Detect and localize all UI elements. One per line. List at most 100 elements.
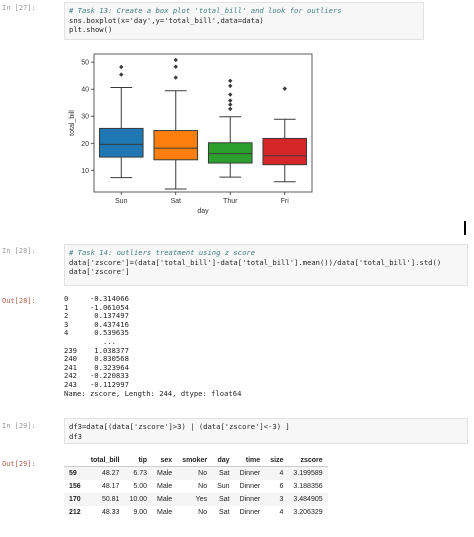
outlier-point (228, 78, 233, 83)
y-tick-label: 40 (81, 87, 89, 94)
outlier-point (173, 75, 178, 80)
table-header-row: total_bill tip sex smoker day time size zscore (64, 455, 328, 467)
table-row: 59 48.27 6.73 Male No Sat Dinner 4 3.199589 (64, 466, 328, 480)
x-tick-label: Sat (170, 198, 181, 205)
box-sun (98, 127, 144, 158)
output-line: 240 0.830568 (64, 354, 129, 364)
cell-28-out-prompt: Out[28]: (2, 297, 36, 305)
table-cell: 9.00 (133, 509, 147, 516)
table-cell: Sat (212, 493, 235, 506)
table-cell: No (198, 483, 208, 490)
cell-27-code-line: plt.show() (69, 25, 113, 34)
y-tick-label: 50 (81, 60, 89, 67)
outlier-point (228, 83, 233, 89)
output-line: 0 -0.314066 (64, 294, 129, 303)
table-cell: 48.27 (85, 466, 125, 480)
outlier-point (228, 98, 233, 103)
column-header: smoker (177, 455, 213, 467)
cell-29-code-line: df3=data[(data['zscore']>3) | (data['zsc… (69, 422, 290, 431)
output-line: 3 0.437416 (64, 319, 129, 329)
table-cell: No (177, 466, 213, 480)
table-cell: Dinner (234, 466, 266, 480)
cell-29-code-line: df3 (69, 431, 82, 441)
table-cell: Male (157, 509, 173, 516)
x-tick-label: Fri (281, 198, 290, 205)
output-line: ... (64, 336, 116, 346)
table-row: 156 48.17 5.00 Male No Sun Dinner 6 3.188356 (64, 480, 328, 493)
cell-29-out-prompt: Out[29]: (2, 460, 36, 468)
cell-28-output: 0 -0.314066 1 -1.061054 2 0.137497 3 0.4374… (64, 294, 242, 398)
table-cell: 3.188356 (293, 483, 323, 490)
output-line: 242 -0.220833 (64, 371, 129, 381)
table-row: 170 50.81 10.00 Male Yes Sat Dinner 3 3.484905 (64, 493, 328, 506)
output-line: Name: zscore, Length: 244, dtype: float6… (64, 388, 242, 398)
y-tick-label: 10 (81, 168, 89, 175)
boxplot-chart: 10 20 30 40 50 total_bill Sun Sat Thur Fri day (64, 50, 320, 220)
output-line: 2 0.137497 (64, 311, 129, 321)
table-cell: Dinner (239, 483, 261, 490)
table-cell: 4 (279, 509, 284, 516)
table-row: 212 48.33 9.00 Male No Sat Dinner 4 3.206329 (64, 506, 328, 519)
table-cell: 6.73 (124, 466, 152, 480)
table-cell: 5.00 (133, 483, 147, 490)
text-cursor (464, 221, 466, 235)
outlier-point (228, 92, 233, 97)
boxplot-svg: 10 20 30 40 50 total_bill Sun Sat Thur Fri day (69, 53, 313, 215)
cell-28-comment: # Task 14: outliers treatment using z sc… (69, 248, 256, 257)
table-cell: Dinner (239, 509, 261, 516)
cell-28-prompt: In [28]: (2, 247, 36, 255)
box-thur (207, 142, 253, 164)
outlier-point (119, 64, 124, 70)
table-cell: Male (152, 493, 178, 506)
box-sat (153, 130, 199, 161)
output-line: 243 -0.112997 (64, 379, 129, 389)
outlier-point (173, 57, 178, 63)
table-cell: Dinner (234, 493, 266, 506)
table-cell: 48.33 (101, 509, 120, 516)
outlier-point (119, 72, 124, 77)
plot-frame (93, 53, 313, 193)
cell-27-code[interactable]: # Task 13: Create a box plot 'total_bill… (64, 2, 424, 40)
row-index: 212 (69, 509, 81, 516)
box-fri (262, 137, 308, 166)
x-axis-label: day (197, 208, 209, 215)
table-cell: 4 (265, 466, 289, 480)
cell-29-prompt: In [29]: (2, 422, 36, 430)
cell-27-code-line: sns.boxplot(x='day',y='total_bill',data=… (69, 15, 264, 25)
row-index: 156 (69, 483, 81, 490)
row-index: 59 (64, 466, 86, 480)
output-line: 1 -1.061054 (64, 302, 129, 312)
cell-27-prompt: In [27]: (2, 4, 36, 12)
column-header: size (265, 455, 289, 467)
y-tick-label: 30 (81, 114, 89, 121)
table-cell: 48.17 (101, 483, 120, 490)
cell-29-code[interactable]: df3=data[(data['zscore']>3) | (data['zsc… (64, 418, 468, 444)
column-header: zscore (288, 455, 328, 467)
output-line: 4 0.539635 (64, 328, 129, 338)
table-cell: Male (152, 466, 178, 480)
outlier-point (282, 86, 287, 91)
column-header (64, 455, 86, 467)
y-axis-label: total_bill (69, 110, 76, 136)
table-cell: 3.206329 (293, 509, 323, 516)
column-header: total_bill (85, 455, 125, 467)
x-tick-label: Thur (223, 198, 238, 205)
cell-28-code-line: data['zscore']=(data['total_bill']-data[… (69, 257, 442, 267)
cell-28-code-line: data['zscore'] (69, 267, 130, 276)
output-line: 241 0.323964 (64, 362, 129, 372)
row-index: 170 (64, 493, 86, 506)
y-tick-label: 20 (81, 141, 89, 148)
x-tick-label: Sun (115, 198, 128, 205)
table-cell: 6 (279, 483, 284, 490)
table-cell: Sat (212, 466, 235, 480)
table-cell: Sat (219, 509, 230, 516)
column-header: day (212, 455, 235, 467)
cell-28-code[interactable]: # Task 14: outliers treatment using z sc… (64, 244, 468, 286)
output-line: 239 1.038377 (64, 345, 129, 355)
table-cell: 3.484905 (288, 493, 328, 506)
outlier-point (173, 64, 178, 69)
table-cell: 10.00 (124, 493, 152, 506)
table-cell: No (198, 509, 208, 516)
table-cell: Sun (217, 483, 230, 490)
column-header: sex (152, 455, 178, 467)
